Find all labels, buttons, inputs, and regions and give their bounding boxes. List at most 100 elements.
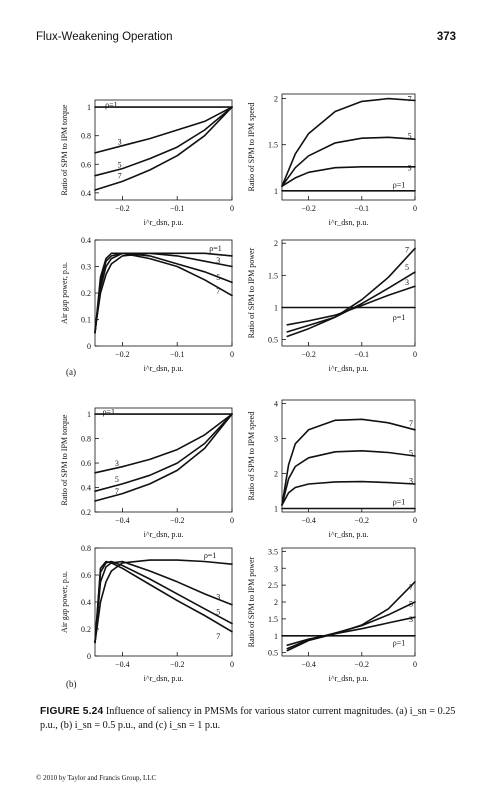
y-tick-label: 2 (274, 598, 278, 607)
curve-label: 5 (118, 160, 122, 169)
y-axis-label: Air gap power, p.u. (60, 571, 69, 633)
x-tick-label: −0.2 (115, 350, 130, 359)
x-axis-label: i^r_dsn, p.u. (144, 530, 184, 539)
chart-a-torque: −0.2 −0.1 0 0.4 0.6 0.8 1 i^r_dsn, p.u. Ratio of… (60, 99, 234, 227)
x-axis-label: i^r_dsn, p.u. (329, 674, 369, 683)
curve-label: 5 (216, 273, 220, 282)
y-tick-label: 0.4 (81, 236, 91, 245)
x-tick-label: −0.2 (301, 204, 316, 213)
y-axis-label: Ratio of SPM to IPM torque (60, 104, 69, 195)
x-tick-label: −0.1 (170, 350, 185, 359)
x-tick-label: 0 (230, 204, 234, 213)
series-line-5 (94, 252, 233, 334)
curve-label: 7 (115, 487, 119, 496)
series-line-7 (286, 247, 416, 338)
curve-label: 3 (115, 459, 119, 468)
running-head: Flux-Weakening Operation 373 (36, 31, 456, 47)
y-tick-label: 3 (274, 564, 278, 573)
x-tick-label: 0 (413, 660, 417, 669)
y-tick-label: 4 (274, 400, 278, 409)
x-tick-label: 0 (413, 350, 417, 359)
series-line-5 (94, 106, 233, 177)
caption-text: Influence of saliency in PMSMs for vario… (40, 706, 456, 731)
series-line-ρ=1 (94, 252, 233, 331)
curve-label: ρ=1 (102, 408, 115, 417)
plot-frame (94, 407, 233, 513)
y-tick-label: 0 (87, 342, 91, 351)
series-line-7 (281, 97, 416, 187)
curve-label: 7 (118, 172, 122, 181)
x-axis-label: i^r_dsn, p.u. (329, 218, 369, 227)
series-line-5 (286, 271, 416, 333)
copyright-footer: © 2010 by Taylor and Francis Group, LLC (36, 774, 157, 782)
curve-label: ρ=1 (393, 180, 406, 189)
series-line-3 (94, 413, 233, 474)
plot-frame (94, 99, 233, 201)
x-tick-label: −0.2 (115, 204, 130, 213)
y-tick-label: 3.5 (268, 547, 278, 556)
x-axis-label: i^r_dsn, p.u. (144, 218, 184, 227)
y-tick-label: 0.5 (268, 336, 278, 345)
y-axis-label: Ratio of SPM to IPM power (247, 556, 256, 647)
series-line-3 (94, 252, 233, 334)
curve-label: 5 (409, 449, 413, 458)
y-tick-label: 1 (274, 303, 278, 312)
y-tick-label: 0.1 (81, 316, 91, 325)
y-tick-label: 0.2 (81, 289, 91, 298)
curve-label: 3 (405, 278, 409, 287)
curve-label: 3 (216, 593, 220, 602)
x-tick-label: −0.2 (355, 516, 370, 525)
x-tick-label: −0.4 (301, 660, 316, 669)
chart-b-speed: −0.4 −0.2 0 1 2 3 4 i^r_dsn, p.u. Ratio of SPM t… (247, 400, 417, 540)
curve-label: 7 (216, 286, 220, 295)
x-tick-label: −0.1 (170, 204, 185, 213)
series-line-3 (286, 616, 416, 647)
x-tick-label: −0.1 (355, 350, 370, 359)
curve-label: 5 (405, 263, 409, 272)
y-tick-label: 0.8 (81, 544, 91, 553)
curve-label: ρ=1 (204, 551, 217, 560)
curve-label: 7 (409, 583, 413, 592)
curve-label: 3 (408, 164, 412, 173)
y-tick-label: 1 (274, 187, 278, 196)
x-tick-label: 0 (413, 516, 417, 525)
plot-frame (281, 239, 416, 347)
y-tick-label: 0.4 (81, 598, 91, 607)
y-axis-label: Ratio of SPM to IPM speed (247, 412, 256, 501)
y-tick-label: 2 (274, 470, 278, 479)
series-line-7 (286, 580, 416, 652)
x-tick-label: 0 (230, 660, 234, 669)
y-axis-label: Ratio of SPM to IPM torque (60, 414, 69, 505)
curve-label: 3 (118, 137, 122, 146)
y-tick-label: 0 (87, 652, 91, 661)
series-line-5 (281, 449, 416, 506)
curve-label: 3 (409, 477, 413, 486)
y-tick-label: 0.6 (81, 160, 91, 169)
series-line-5 (94, 413, 233, 493)
y-axis-label: Air gap power, p.u. (60, 262, 69, 324)
y-tick-label: 0.2 (81, 508, 91, 517)
x-tick-label: 0 (230, 516, 234, 525)
x-tick-label: −0.2 (170, 516, 185, 525)
chart-b-torque: −0.4 −0.2 0 0.2 0.4 0.6 0.8 1 i^r_dsn, p.u. Ratio… (60, 407, 234, 539)
x-tick-label: −0.2 (301, 350, 316, 359)
series-line-5 (94, 560, 233, 644)
y-tick-label: 1 (87, 103, 91, 112)
x-tick-label: −0.2 (170, 660, 185, 669)
y-tick-label: 0.8 (81, 132, 91, 141)
y-tick-label: 0.6 (81, 571, 91, 580)
y-tick-label: 0.6 (81, 459, 91, 468)
y-tick-label: 0.5 (268, 649, 278, 658)
chart-b-power-ratio: −0.4 −0.2 0 0.5 1 1.5 2 2.5 3 3.5 i^r_dsn, p.u. Rat… (247, 547, 417, 683)
series-line-3 (94, 560, 233, 644)
curve-label: 5 (115, 475, 119, 484)
series-line-7 (281, 418, 416, 506)
chart-a-power-ratio: −0.2 −0.1 0 0.5 1 1.5 2 i^r_dsn, p.u. Ratio of S… (247, 239, 417, 373)
x-axis-label: i^r_dsn, p.u. (329, 530, 369, 539)
curve-label: ρ=1 (393, 498, 406, 507)
y-tick-label: 2 (274, 95, 278, 104)
series-line-ρ=1 (94, 559, 233, 644)
x-tick-label: −0.2 (355, 660, 370, 669)
y-tick-label: 0.4 (81, 189, 91, 198)
